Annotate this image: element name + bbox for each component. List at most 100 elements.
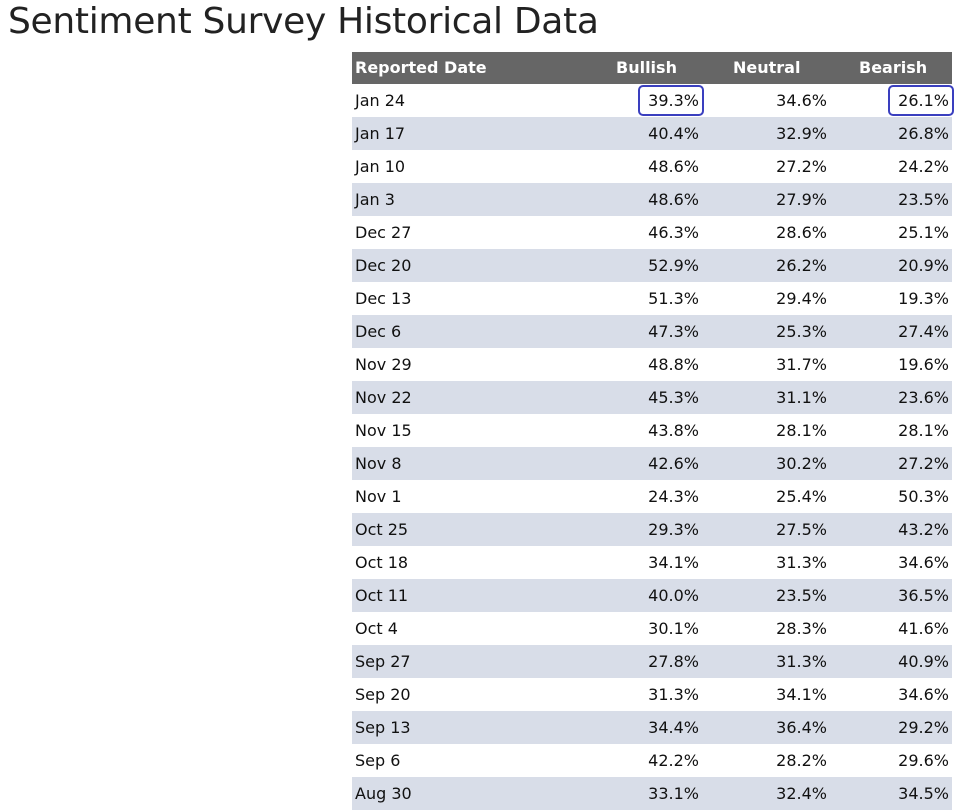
sentiment-table: Reported Date Bullish Neutral Bearish Ja… (352, 52, 954, 810)
table-row: Sep 27 27.8% 31.3% 40.9% (352, 645, 952, 678)
cell-reported-date: Aug 30 (355, 784, 412, 803)
cell-bearish: 40.9% (898, 652, 949, 671)
cell-neutral: 36.4% (776, 718, 827, 737)
cell-reported-date: Oct 25 (355, 520, 409, 539)
cell-neutral: 27.2% (776, 157, 827, 176)
cell-reported-date: Oct 18 (355, 553, 409, 572)
cell-reported-date: Nov 1 (355, 487, 402, 506)
cell-bullish: 27.8% (648, 652, 699, 671)
cell-bearish: 28.1% (898, 421, 949, 440)
cell-bullish: 46.3% (648, 223, 699, 242)
bullish-highlight-box (638, 85, 704, 116)
cell-bullish: 43.8% (648, 421, 699, 440)
cell-reported-date: Oct 4 (355, 619, 398, 638)
cell-reported-date: Oct 11 (355, 586, 409, 605)
cell-neutral: 29.4% (776, 289, 827, 308)
cell-bearish: 27.4% (898, 322, 949, 341)
table-row: Nov 29 48.8% 31.7% 19.6% (352, 348, 952, 381)
table-row: Oct 25 29.3% 27.5% 43.2% (352, 513, 952, 546)
cell-bearish: 50.3% (898, 487, 949, 506)
table-row: Jan 3 48.6% 27.9% 23.5% (352, 183, 952, 216)
cell-reported-date: Jan 24 (355, 91, 406, 110)
cell-reported-date: Sep 27 (355, 652, 411, 671)
cell-neutral: 32.9% (776, 124, 827, 143)
cell-bullish: 24.3% (648, 487, 699, 506)
cell-neutral: 27.5% (776, 520, 827, 539)
table-row: Sep 20 31.3% 34.1% 34.6% (352, 678, 952, 711)
cell-bullish: 33.1% (648, 784, 699, 803)
cell-reported-date: Nov 15 (355, 421, 412, 440)
cell-reported-date: Dec 20 (355, 256, 412, 275)
cell-reported-date: Jan 10 (355, 157, 406, 176)
cell-bearish: 26.8% (898, 124, 949, 143)
cell-bullish: 40.0% (648, 586, 699, 605)
table-row: Oct 11 40.0% 23.5% 36.5% (352, 579, 952, 612)
cell-bullish: 39.3% (588, 84, 704, 117)
cell-neutral: 28.1% (776, 421, 827, 440)
cell-bearish: 34.6% (898, 553, 949, 572)
cell-bullish: 45.3% (648, 388, 699, 407)
cell-bullish: 48.8% (648, 355, 699, 374)
table-row: Dec 6 47.3% 25.3% 27.4% (352, 315, 952, 348)
header-bearish: Bearish (859, 58, 928, 77)
cell-neutral: 28.2% (776, 751, 827, 770)
table-row: Oct 18 34.1% 31.3% 34.6% (352, 546, 952, 579)
cell-bearish: 24.2% (898, 157, 949, 176)
cell-bullish: 48.6% (648, 157, 699, 176)
cell-neutral: 28.3% (776, 619, 827, 638)
table-row: Nov 8 42.6% 30.2% 27.2% (352, 447, 952, 480)
cell-bearish: 25.1% (898, 223, 949, 242)
cell-reported-date: Jan 17 (355, 124, 406, 143)
cell-neutral: 31.3% (776, 553, 827, 572)
cell-bearish: 34.6% (898, 685, 949, 704)
cell-neutral: 28.6% (776, 223, 827, 242)
cell-neutral: 34.6% (776, 91, 827, 110)
cell-reported-date: Dec 27 (355, 223, 412, 242)
cell-bearish: 19.3% (898, 289, 949, 308)
cell-reported-date: Dec 6 (355, 322, 402, 341)
cell-neutral: 31.7% (776, 355, 827, 374)
cell-bearish: 26.1% (830, 84, 954, 117)
table-row: Sep 13 34.4% 36.4% 29.2% (352, 711, 952, 744)
cell-reported-date: Jan 3 (355, 190, 395, 209)
cell-bullish: 31.3% (648, 685, 699, 704)
cell-bearish: 23.6% (898, 388, 949, 407)
cell-neutral: 25.4% (776, 487, 827, 506)
cell-neutral: 26.2% (776, 256, 827, 275)
cell-neutral: 34.1% (776, 685, 827, 704)
cell-bullish: 52.9% (648, 256, 699, 275)
cell-bullish: 42.2% (648, 751, 699, 770)
cell-bullish: 34.4% (648, 718, 699, 737)
table-row: Dec 27 46.3% 28.6% 25.1% (352, 216, 952, 249)
cell-reported-date: Nov 22 (355, 388, 412, 407)
cell-neutral: 30.2% (776, 454, 827, 473)
cell-bullish: 42.6% (648, 454, 699, 473)
cell-neutral: 31.1% (776, 388, 827, 407)
header-reported-date: Reported Date (355, 58, 487, 77)
table-row: Nov 15 43.8% 28.1% 28.1% (352, 414, 952, 447)
table-row: Dec 13 51.3% 29.4% 19.3% (352, 282, 952, 315)
cell-reported-date: Sep 6 (355, 751, 401, 770)
table-row: Jan 24 39.3% 34.6% 26.1% (352, 84, 954, 117)
cell-reported-date: Dec 13 (355, 289, 412, 308)
cell-neutral: 25.3% (776, 322, 827, 341)
cell-bearish: 41.6% (898, 619, 949, 638)
table-row: Oct 4 30.1% 28.3% 41.6% (352, 612, 952, 645)
cell-bearish: 29.2% (898, 718, 949, 737)
table-row: Sep 6 42.2% 28.2% 29.6% (352, 744, 952, 777)
cell-bearish: 20.9% (898, 256, 949, 275)
table-header-row: Reported Date Bullish Neutral Bearish (352, 52, 952, 84)
page-title: Sentiment Survey Historical Data (8, 1, 599, 42)
cell-bullish: 51.3% (648, 289, 699, 308)
cell-bearish: 27.2% (898, 454, 949, 473)
table-row: Nov 1 24.3% 25.4% 50.3% (352, 480, 952, 513)
cell-neutral: 23.5% (776, 586, 827, 605)
cell-bullish: 34.1% (648, 553, 699, 572)
cell-bullish: 48.6% (648, 190, 699, 209)
cell-bearish: 23.5% (898, 190, 949, 209)
cell-reported-date: Nov 29 (355, 355, 412, 374)
table-body: Jan 24 39.3% 34.6% 26.1% Jan 17 40.4% 32.9% 26.… (352, 84, 954, 810)
cell-bearish: 43.2% (898, 520, 949, 539)
table-row: Jan 10 48.6% 27.2% 24.2% (352, 150, 952, 183)
bearish-highlight-box (888, 85, 954, 116)
